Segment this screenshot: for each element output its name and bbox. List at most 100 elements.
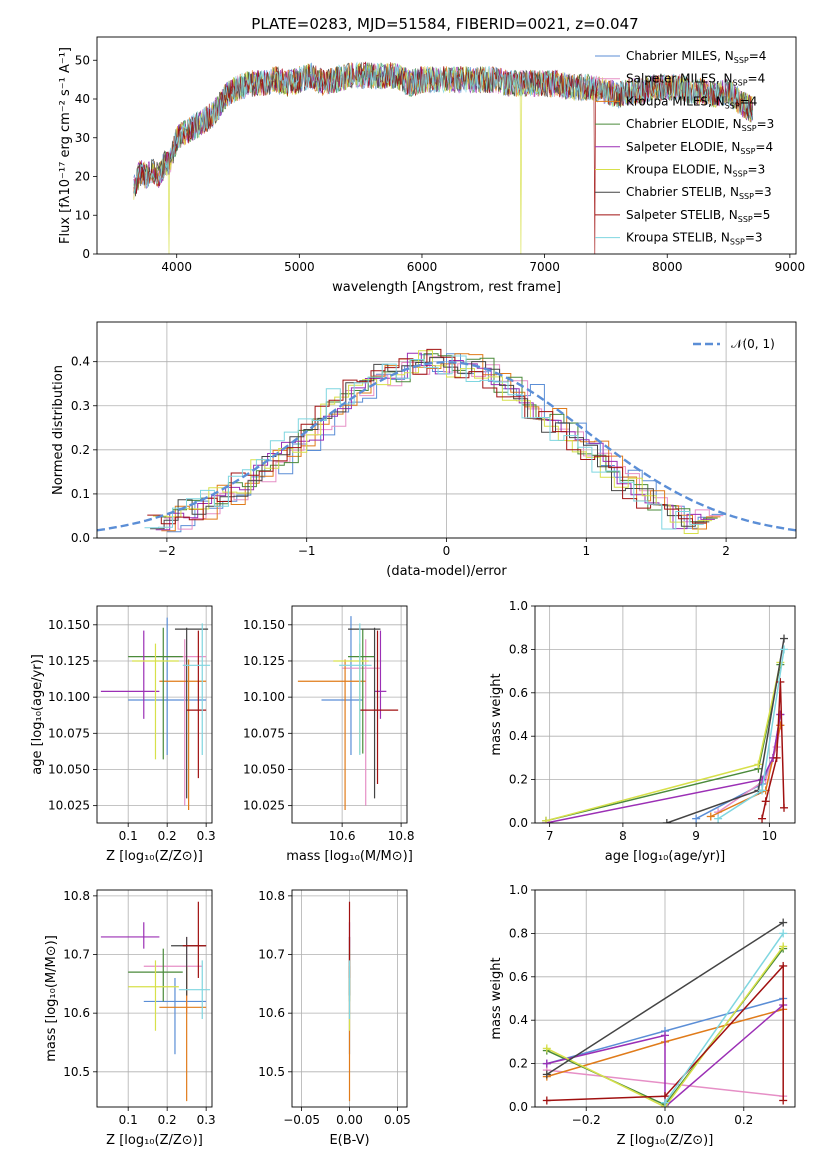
y-tick-label: 10.5 <box>63 1065 90 1079</box>
axes-frame <box>96 36 797 255</box>
plus-marker <box>758 775 767 784</box>
errorbar-point <box>374 630 387 719</box>
legend-label: Chabrier ELODIE, NSSP=3 <box>626 117 774 133</box>
x-tick-label: 0.2 <box>158 829 177 843</box>
x-axis-label: wavelength [Angstrom, rest frame] <box>332 280 561 295</box>
y-tick-label: 0.2 <box>509 773 528 787</box>
errorbar-point <box>186 630 207 779</box>
x-tick-label: 0.0 <box>655 1113 674 1127</box>
plus-marker <box>714 814 723 823</box>
y-tick-label: 10.6 <box>63 1006 90 1020</box>
y-tick-label: 10.125 <box>48 654 90 668</box>
spectrum-line-salpeter-stelib <box>133 61 754 254</box>
y-tick-label: 10.7 <box>258 948 285 962</box>
x-axis-label: Z [log₁₀(Z/Z⊙)] <box>617 1133 714 1148</box>
legend-nssp: =3 <box>748 163 766 177</box>
y-axis-label: mass weight <box>489 673 504 755</box>
weight-line-kroupa-elodie <box>546 945 784 1107</box>
weight-line-kroupa-stelib <box>664 932 784 1104</box>
y-axis-label: mass [log₁₀(M/M⊙)] <box>44 935 59 1062</box>
legend-nssp: =4 <box>749 49 767 63</box>
x-tick-label: −0.2 <box>572 1113 601 1127</box>
y-tick-label: 1.0 <box>509 883 528 897</box>
panel-spectrum: 4000 5000 6000 7000 8000 9000 0 10 20 30 40 50 wavel… <box>58 36 805 295</box>
plus-marker <box>761 797 770 806</box>
errorbar-point <box>339 623 372 756</box>
histogram-kroupa-elodie <box>152 350 713 534</box>
y-tick-label: 10.6 <box>258 1006 285 1020</box>
y-tick-label: 10.075 <box>243 726 285 740</box>
weight-line-salpeter-elodie <box>546 1004 784 1107</box>
x-tick-label: −1 <box>298 544 316 558</box>
weight-line-kroupa-miles <box>710 725 782 818</box>
weight-line-chabrier-stelib <box>546 921 784 1076</box>
y-tick-label: 10.150 <box>48 618 90 632</box>
y-tick-label: 0.0 <box>509 816 528 830</box>
legend-subscript: SSP <box>738 215 753 224</box>
x-axis-label: age [log₁₀(age/yr)] <box>605 849 726 864</box>
x-tick-label: 4000 <box>161 260 192 274</box>
plus-marker <box>776 677 785 686</box>
plot-area <box>100 901 211 1102</box>
x-tick-label: 10.6 <box>329 829 356 843</box>
plus-marker <box>662 819 671 823</box>
plus-marker <box>661 1098 669 1107</box>
y-tick-label: 10.050 <box>48 762 90 776</box>
legend-subscript: SSP <box>725 101 740 110</box>
plus-marker <box>780 803 789 812</box>
plus-marker <box>780 634 789 643</box>
y-tick-label: 10.7 <box>63 948 90 962</box>
x-tick-label: 2 <box>722 544 730 558</box>
plus-marker <box>779 961 788 970</box>
legend-subscript: SSP <box>733 170 748 179</box>
errorbar-point <box>132 643 179 760</box>
y-tick-label: 0.6 <box>509 970 528 984</box>
plot-area <box>133 61 754 254</box>
y-tick-label: 0.2 <box>71 443 90 457</box>
legend-label: Chabrier STELIB, NSSP=3 <box>626 185 772 201</box>
y-axis-label: Flux [fλ10⁻¹⁷ erg cm⁻² s⁻¹ A⁻¹] <box>58 47 73 244</box>
gaussian-legend-label: 𝒩(0, 1) <box>731 337 775 351</box>
panel-mass-vs-Z: 0.1 0.2 0.3 10.5 10.6 10.7 10.8 Z [log₁₀(Z/Z⊙)]… <box>44 889 216 1148</box>
legend-subscript: SSP <box>739 192 754 201</box>
y-tick-label: 20 <box>75 170 90 184</box>
histogram-salpeter-elodie <box>155 352 715 531</box>
x-tick-label: 0.05 <box>384 1113 411 1127</box>
panel-age-vs-Z: 0.1 0.2 0.3 10.025 10.050 10.075 10.100 10.125 1… <box>30 605 216 864</box>
x-tick-label: 0.2 <box>158 1113 177 1127</box>
x-tick-label: 9 <box>692 829 700 843</box>
x-tick-label: −0.05 <box>283 1113 320 1127</box>
x-tick-label: 0 <box>443 544 451 558</box>
y-tick-label: 0 <box>82 247 90 261</box>
plot-area <box>541 634 789 823</box>
y-axis-label: mass weight <box>489 957 504 1039</box>
y-tick-label: 10 <box>75 208 90 222</box>
errorbar-point <box>297 659 366 810</box>
legend-label: Kroupa MILES, NSSP=4 <box>626 94 757 110</box>
plus-marker <box>779 929 788 938</box>
plot-area <box>297 616 399 810</box>
errorbar-point <box>182 623 211 756</box>
legend-subscript: SSP <box>742 124 757 133</box>
histogram-kroupa-stelib <box>144 355 704 530</box>
y-tick-label: 0.4 <box>509 729 528 743</box>
errorbar-point <box>143 977 207 1055</box>
legend-label: Kroupa STELIB, NSSP=3 <box>626 231 763 247</box>
x-axis-label: Z [log₁₀(Z/Z⊙)] <box>106 849 203 864</box>
panel-residuals: −2 −1 0 1 2 0.0 0.1 0.2 0.3 0.4 (data-model)/error… <box>51 321 797 579</box>
errorbar-point <box>321 616 363 756</box>
spectrum-legend: Chabrier MILES, NSSP=4 Salpeter MILES, NS… <box>595 49 774 247</box>
y-tick-label: 10.8 <box>63 889 90 903</box>
x-tick-label: 0.3 <box>197 1113 216 1127</box>
plus-marker <box>541 816 550 823</box>
histogram-chabrier-stelib <box>150 357 710 530</box>
plus-marker <box>776 710 785 719</box>
panel-weight-vs-age: 7 8 9 10 0.0 0.2 0.4 0.6 0.8 1.0 age [log₁₀(age/yr… <box>489 599 796 864</box>
panel-age-vs-mass: 10.6 10.8 10.025 10.050 10.075 10.100 10.125 10… <box>243 605 414 864</box>
y-tick-label: 30 <box>75 131 90 145</box>
x-tick-label: 0.00 <box>336 1113 363 1127</box>
x-tick-label: −2 <box>158 544 176 558</box>
x-axis-label: mass [log₁₀(M/M⊙)] <box>286 849 413 864</box>
y-tick-label: 10.075 <box>48 726 90 740</box>
